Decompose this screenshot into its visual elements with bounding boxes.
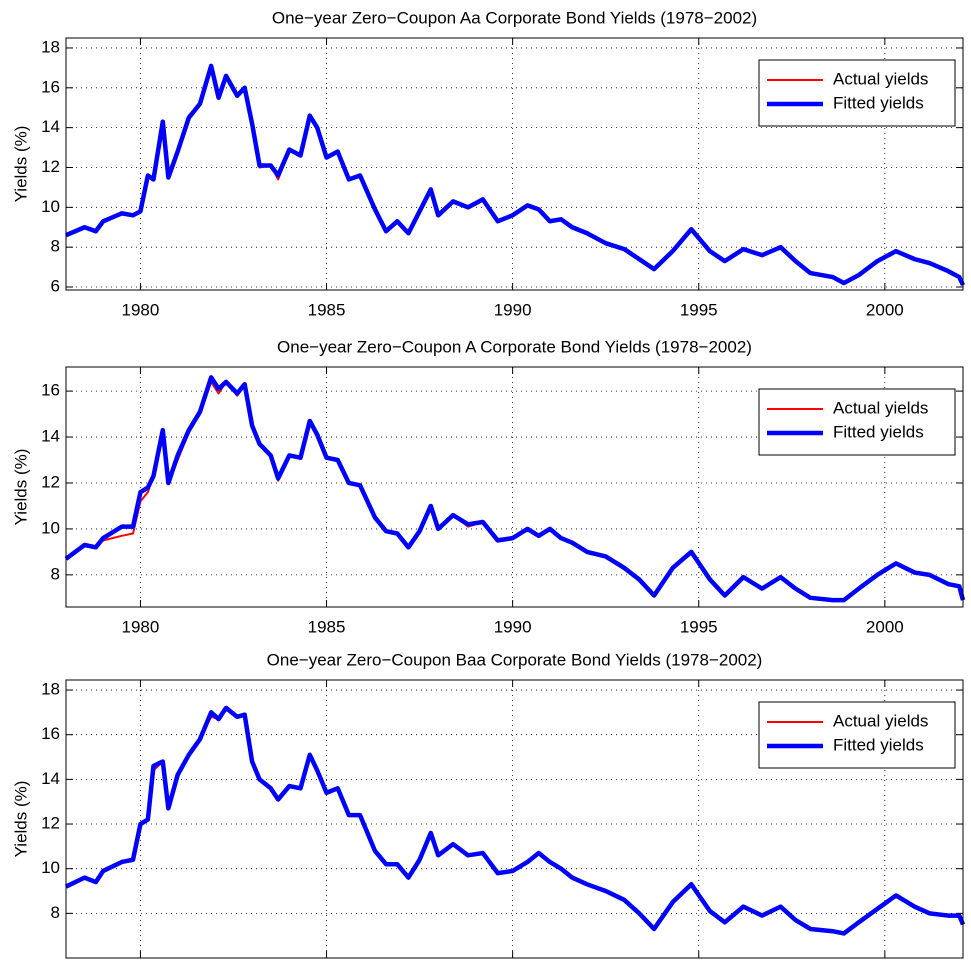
y-tick-label: 16 (41, 724, 60, 743)
x-tick-label: 1985 (308, 617, 346, 636)
legend-label: Fitted yields (833, 422, 924, 441)
subplot: One−year Zero−Coupon Aa Corporate Bond Y… (11, 8, 966, 319)
x-tick-label: 1980 (122, 968, 160, 971)
y-tick-label: 18 (41, 37, 60, 56)
x-tick-label: 1990 (494, 617, 532, 636)
y-tick-label: 12 (41, 157, 60, 176)
y-axis-label: Yields (%) (11, 126, 30, 203)
legend-box (758, 388, 956, 456)
y-tick-label: 10 (41, 197, 60, 216)
x-tick-label: 2000 (866, 617, 904, 636)
x-tick-label: 2000 (866, 968, 904, 971)
y-tick-label: 8 (51, 903, 60, 922)
y-tick-label: 16 (41, 381, 60, 400)
y-tick-label: 18 (41, 680, 60, 699)
subplot: One−year Zero−Coupon Baa Corporate Bond … (11, 650, 966, 971)
legend-label: Fitted yields (833, 93, 924, 112)
series-line (64, 375, 966, 603)
subplot: One−year Zero−Coupon A Corporate Bond Yi… (11, 337, 966, 636)
y-tick-label: 10 (41, 858, 60, 877)
axes-frame (65, 37, 964, 291)
x-tick-label: 1990 (494, 968, 532, 971)
x-tick-label: 1995 (680, 617, 718, 636)
legend-label: Fitted yields (833, 735, 924, 754)
axes-frame (65, 679, 964, 959)
y-axis-label: Yields (%) (11, 449, 30, 526)
y-tick-label: 14 (41, 117, 60, 136)
x-tick-label: 1990 (494, 300, 532, 319)
y-axis-label: Yields (%) (11, 781, 30, 858)
x-tick-label: 1985 (308, 968, 346, 971)
legend-label: Actual yields (833, 69, 928, 88)
x-tick-label: 1995 (680, 968, 718, 971)
y-tick-label: 6 (51, 276, 60, 295)
y-tick-label: 16 (41, 77, 60, 96)
series-line (65, 705, 966, 936)
legend-box (758, 701, 956, 769)
chart-title: One−year Zero−Coupon A Corporate Bond Yi… (277, 337, 752, 356)
legend-label: Actual yields (833, 398, 928, 417)
x-tick-label: 1980 (122, 617, 160, 636)
axes-frame (65, 366, 964, 608)
y-tick-label: 12 (41, 814, 60, 833)
legend-label: Actual yields (833, 711, 928, 730)
x-tick-label: 1980 (122, 300, 160, 319)
chart-title: One−year Zero−Coupon Baa Corporate Bond … (267, 650, 763, 669)
x-tick-label: 1995 (680, 300, 718, 319)
y-tick-label: 8 (51, 564, 60, 583)
y-tick-label: 14 (41, 427, 60, 446)
y-tick-label: 12 (41, 472, 60, 491)
y-tick-label: 8 (51, 237, 60, 256)
chart-title: One−year Zero−Coupon Aa Corporate Bond Y… (272, 8, 757, 27)
legend-box (758, 59, 956, 127)
y-tick-label: 10 (41, 518, 60, 537)
series-line (65, 63, 966, 286)
x-tick-label: 1985 (308, 300, 346, 319)
x-tick-label: 2000 (866, 300, 904, 319)
y-tick-label: 14 (41, 769, 60, 788)
